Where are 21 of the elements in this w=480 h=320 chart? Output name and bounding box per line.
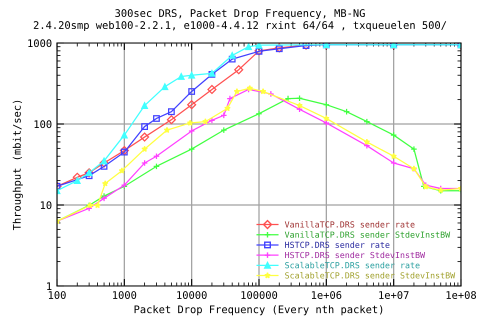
y-tick-label: 100 [34, 120, 52, 128]
legend-label: HSTCP.DRS sender rate [285, 242, 390, 248]
x-axis-title: Packet Drop Frequency (Every nth packet) [134, 305, 382, 316]
x-tick-label: 10000 [177, 291, 207, 299]
legend-label: VanillaTCP.DRS sender StdevInstBW [284, 231, 450, 238]
chart-title: 300sec DRS, Packet Drop Frequency, MB-NG [115, 8, 365, 20]
chart-subtitle: 2.4.20smp web100-2.2.1, e1000-4.4.12 rxint 64/64 , txqueuelen 500/ [34, 20, 446, 32]
y-tick-label: 10 [40, 201, 52, 210]
y-axis-title: Throughput (mbit/sec) [12, 100, 23, 230]
x-tick-label: 1e+06 [312, 291, 342, 299]
x-tick-label: 100000 [241, 291, 278, 299]
legend-label: HSTCP.DRS sender StdevInstBW [285, 252, 426, 258]
legend-label: ScalableTCP.DRS sender rate [285, 262, 420, 268]
x-tick-label: 100 [48, 291, 66, 299]
legend-label: ScalableTCP.DRS sender StdevInstBW [285, 272, 456, 279]
x-tick-label: 1e+08 [446, 291, 476, 299]
y-tick-label: 1 [47, 282, 52, 290]
x-tick-label: 1e+07 [379, 291, 409, 299]
y-tick-label: 1000 [28, 39, 52, 48]
x-tick-label: 1000 [113, 291, 136, 299]
legend-label: VanillaTCP.DRS sender rate [284, 221, 415, 228]
